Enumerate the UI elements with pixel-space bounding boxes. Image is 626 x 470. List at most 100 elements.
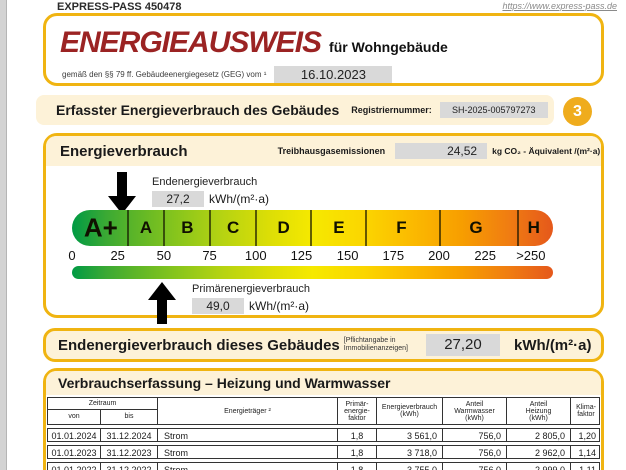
tick-label: 50 <box>156 248 172 263</box>
header-bis: bis <box>100 410 157 424</box>
section-band: Erfasster Energieverbrauch des Gebäudes … <box>36 95 554 125</box>
scale-divider <box>255 210 258 246</box>
page-edge <box>0 0 7 470</box>
header-energieverbrauch: Energieverbrauch (kWh) <box>376 398 442 424</box>
scale-divider <box>126 210 129 246</box>
cell-heizung: 2 805,0 <box>506 429 570 441</box>
scale-letter-f: F <box>396 218 407 237</box>
scale-divider <box>516 210 519 246</box>
end-energy-unit: kWh/(m²·a) <box>209 192 269 206</box>
scale-divider <box>209 210 212 246</box>
title-row: ENERGIEAUSWEIS für Wohngebäude <box>60 26 448 60</box>
header-zeitraum-label: Zeitraum <box>48 398 157 410</box>
primary-energy-value-row: 49,0 kWh/(m²·a) <box>192 298 309 314</box>
consumption-table-box: Verbrauchserfassung – Heizung und Warmwa… <box>43 368 604 470</box>
cell-bis: 31.12.2023 <box>100 446 157 458</box>
scale-divider <box>310 210 313 246</box>
scale-divider <box>365 210 368 246</box>
cell-warmwasser: 756,0 <box>442 463 506 470</box>
final-value-field: 27,20 <box>425 334 500 356</box>
tick-label: >250 <box>516 248 546 263</box>
tick-label: 200 <box>428 248 450 263</box>
cell-von: 01.01.2023 <box>51 448 97 458</box>
scale-letter-d: D <box>277 218 290 237</box>
arrow-head-down <box>108 196 136 214</box>
cell-traeger: Strom <box>157 429 337 441</box>
tick-label: 75 <box>202 248 217 263</box>
cell-verbrauch: 3 561,0 <box>376 429 442 441</box>
tick-label: 25 <box>110 248 125 263</box>
tick-label: 100 <box>244 248 267 263</box>
header-primaerfaktor: Primär- energie- faktor <box>337 398 376 424</box>
table-row: 01.01.2023 31.12.2023 Strom 1,8 3 718,0 … <box>47 445 600 459</box>
scale-letter-aplus: A+ <box>83 212 118 243</box>
end-energy-value-row: 27,2 kWh/(m²·a) <box>152 191 269 207</box>
table-box-header: Verbrauchserfassung – Heizung und Warmwa… <box>46 371 601 395</box>
primary-energy-label: Primärenergieverbrauch <box>192 283 310 295</box>
document-id: EXPRESS-PASS 450478 <box>57 1 182 13</box>
energy-class-scale: A+ A B C D E F G H <box>72 210 553 246</box>
cell-klima: 1,14 <box>570 446 601 458</box>
cell-klima: 1,20 <box>570 429 601 441</box>
header-von: von <box>68 413 80 420</box>
ghg-unit: kg CO₂ - Äquivalent /(m²·a) <box>492 146 601 156</box>
primary-energy-scale <box>72 266 553 279</box>
scale-letter-a: A <box>139 218 153 237</box>
final-value-unit: kWh/(m²·a) <box>513 336 592 354</box>
table-row: 01.01.2024 31.12.2024 Strom 1,8 3 561,0 … <box>47 428 600 442</box>
scale-letter-c: C <box>226 218 240 237</box>
page-number-badge: 3 <box>563 97 592 126</box>
end-energy-arrow-icon <box>108 172 136 214</box>
final-value-box: Endenergieverbrauch dieses Gebäudes [Pfl… <box>43 328 604 362</box>
cell-bis: 31.12.2022 <box>100 463 157 470</box>
cell-faktor: 1,8 <box>337 463 376 470</box>
cell-faktor: 1,8 <box>337 446 376 458</box>
express-pass-link[interactable]: https://www.express-pass.de <box>502 1 617 11</box>
header-zeitraum: Zeitraum von bis <box>48 398 157 424</box>
header-warmwasser: Anteil Warmwasser (kWh) <box>442 398 506 424</box>
energy-heading: Energieverbrauch <box>60 142 188 160</box>
title-box: ENERGIEAUSWEIS für Wohngebäude gemäß den … <box>43 13 604 86</box>
page-title: ENERGIEAUSWEIS <box>60 26 322 59</box>
arrow-shaft <box>157 300 167 324</box>
final-value-heading: Endenergieverbrauch dieses Gebäudes <box>58 336 340 354</box>
table-row: 01.01.2022 31.12.2022 Strom 1,8 3 755,0 … <box>47 462 600 470</box>
end-energy-value-field: 27,2 <box>152 191 204 207</box>
table-heading: Verbrauchserfassung – Heizung und Warmwa… <box>58 375 391 391</box>
energy-box-header: Energieverbrauch Treibhausgasemissionen … <box>46 136 601 166</box>
tick-label: 125 <box>290 248 313 263</box>
scale-letter-g: G <box>469 218 483 237</box>
scale-divider <box>438 210 441 246</box>
cell-warmwasser: 756,0 <box>442 429 506 441</box>
cell-traeger: Strom <box>157 446 337 458</box>
scale-divider <box>163 210 166 246</box>
section-heading: Erfasster Energieverbrauch des Gebäudes <box>56 102 340 118</box>
registry-number-field: SH-2025-005797273 <box>439 102 548 118</box>
scale-ticks: 0 25 50 75 100 125 150 175 200 225 >250 <box>68 248 553 264</box>
header-heizung: Anteil Heizung (kWh) <box>506 398 570 424</box>
consumption-table: Zeitraum von bis Energieträger ² Primär-… <box>47 397 600 470</box>
cell-bis: 31.12.2024 <box>100 429 157 441</box>
arrow-head-up <box>148 282 176 300</box>
law-row: gemäß den §§ 79 ff. Gebäudeenergiegesetz… <box>62 66 393 83</box>
title-subtitle: für Wohngebäude <box>329 39 448 55</box>
cell-heizung: 2 962,0 <box>506 446 570 458</box>
cell-traeger: Strom <box>157 463 337 470</box>
end-energy-label: Endenergieverbrauch <box>152 176 258 188</box>
law-reference: gemäß den §§ 79 ff. Gebäudeenergiegesetz… <box>62 70 267 79</box>
certificate-date-field: 16.10.2023 <box>274 66 393 83</box>
registry-label: Registriernummer: <box>351 105 432 115</box>
tick-label: 175 <box>382 248 405 263</box>
arrow-shaft <box>117 172 127 196</box>
cell-heizung: 2 999,0 <box>506 463 570 470</box>
cell-warmwasser: 756,0 <box>442 446 506 458</box>
primary-energy-value-field: 49,0 <box>192 298 244 314</box>
scale-letter-h: H <box>527 218 540 237</box>
cell-klima: 1,11 <box>570 463 601 470</box>
ghg-value-field: 24,52 <box>395 143 488 159</box>
tick-label: 225 <box>474 248 497 263</box>
scale-letter-b: B <box>181 218 194 237</box>
energy-consumption-box: Energieverbrauch Treibhausgasemissionen … <box>43 133 604 324</box>
cell-von: 01.01.2022 <box>51 465 97 470</box>
